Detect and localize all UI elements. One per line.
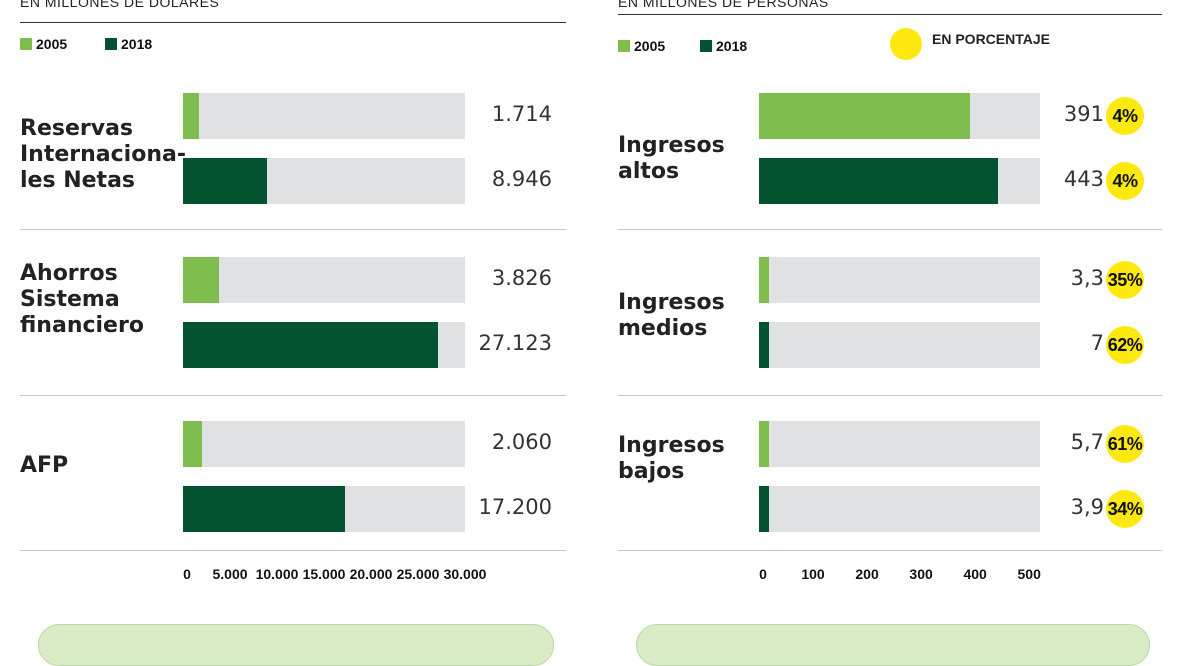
header-rule-left [20, 22, 566, 23]
bar-2018 [759, 322, 769, 368]
category-label: Ingresos altos [618, 133, 725, 184]
bar-track [759, 421, 1040, 467]
bar-track [183, 158, 465, 204]
bar-track [759, 93, 1040, 139]
chart-right: EN MILLONES DE PERSONAS 2005 2018 EN POR… [600, 0, 1200, 666]
category-label: AFP [20, 453, 69, 478]
value-label: 8.946 [491, 167, 552, 191]
legend-label: 2005 [634, 38, 666, 54]
bar-2005 [759, 93, 971, 139]
group-separator [618, 395, 1162, 396]
value-label: 3,3 [1070, 266, 1104, 290]
bar-track [183, 257, 465, 303]
bar-2018 [183, 158, 268, 204]
value-label: 2.060 [491, 430, 552, 454]
legend-item-2018-left: 2018 [105, 36, 152, 52]
chart-left: EN MILLONES DE DÓLARES 2005 2018 Reserva… [0, 0, 580, 666]
value-label: 1.714 [491, 102, 552, 126]
bar-track [183, 421, 465, 467]
tick-label: 5.000 [212, 566, 248, 582]
bar-2005 [759, 257, 769, 303]
legend-swatch-2005 [20, 38, 32, 50]
bar-2005 [183, 93, 200, 139]
legend-label: 2018 [121, 36, 153, 52]
category-label: Reservas Internaciona- les Netas [20, 116, 186, 193]
bar-2005 [183, 257, 219, 303]
legend-swatch-2005 [618, 40, 630, 52]
category-label: Ingresos medios [618, 290, 725, 341]
yellow-dot-icon [890, 28, 922, 60]
group-separator [20, 550, 566, 551]
bar-track [759, 257, 1040, 303]
bar-2018 [759, 486, 769, 532]
value-label: 5,7 [1070, 430, 1104, 454]
percent-badge: 61% [1106, 425, 1144, 463]
category-label: Ahorros Sistema financiero [20, 261, 144, 338]
group-separator [618, 229, 1162, 230]
legend-item-2005-right: 2005 [618, 38, 665, 54]
percent-badge: 62% [1106, 326, 1144, 364]
legend-swatch-2018 [700, 40, 712, 52]
percent-badge: 34% [1106, 490, 1144, 528]
percent-badge: 4% [1106, 97, 1144, 135]
tick-label: 30.000 [443, 566, 487, 582]
group-separator [618, 550, 1162, 551]
value-label: 17.200 [478, 495, 552, 519]
tick-label: 10.000 [255, 566, 299, 582]
value-label: 443 [1063, 167, 1104, 191]
percent-legend-label: EN PORCENTAJE [932, 31, 1050, 47]
tick-label: 100 [801, 566, 825, 582]
tick-label: 500 [1017, 566, 1041, 582]
value-label: 7 [1090, 331, 1104, 355]
percent-badge: 4% [1106, 162, 1144, 200]
tick-label: 0 [759, 566, 767, 582]
bar-2018 [183, 322, 438, 368]
bar-2005 [183, 421, 203, 467]
bar-track [183, 322, 465, 368]
bar-track [759, 158, 1040, 204]
legend-item-2005-left: 2005 [20, 36, 67, 52]
bar-2018 [183, 486, 345, 532]
bar-track [759, 322, 1040, 368]
category-label: Ingresos bajos [618, 433, 725, 484]
legend-label: 2018 [716, 38, 748, 54]
bar-2005 [759, 421, 769, 467]
bar-track [759, 486, 1040, 532]
legend-swatch-2018 [105, 38, 117, 50]
tick-label: 25.000 [396, 566, 440, 582]
value-label: 3.826 [491, 266, 552, 290]
group-separator [20, 229, 566, 230]
bar-track [183, 93, 465, 139]
group-separator [20, 395, 566, 396]
tick-label: 400 [963, 566, 987, 582]
value-label: 391 [1063, 102, 1104, 126]
chart-subtitle-left: EN MILLONES DE DÓLARES [20, 0, 220, 10]
bar-track [183, 486, 465, 532]
bar-2018 [759, 158, 999, 204]
legend-label: 2005 [36, 36, 68, 52]
chart-subtitle-right: EN MILLONES DE PERSONAS [618, 0, 829, 10]
tick-label: 300 [909, 566, 933, 582]
value-label: 27.123 [478, 331, 552, 355]
legend-item-2018-right: 2018 [700, 38, 747, 54]
value-label: 3,9 [1070, 495, 1104, 519]
tick-label: 200 [855, 566, 879, 582]
footer-panel-left [38, 624, 554, 666]
header-rule-right [618, 14, 1162, 15]
footer-panel-right [636, 624, 1150, 666]
tick-label: 0 [183, 566, 191, 582]
tick-label: 15.000 [302, 566, 346, 582]
percent-badge: 35% [1106, 261, 1144, 299]
tick-label: 20.000 [349, 566, 393, 582]
